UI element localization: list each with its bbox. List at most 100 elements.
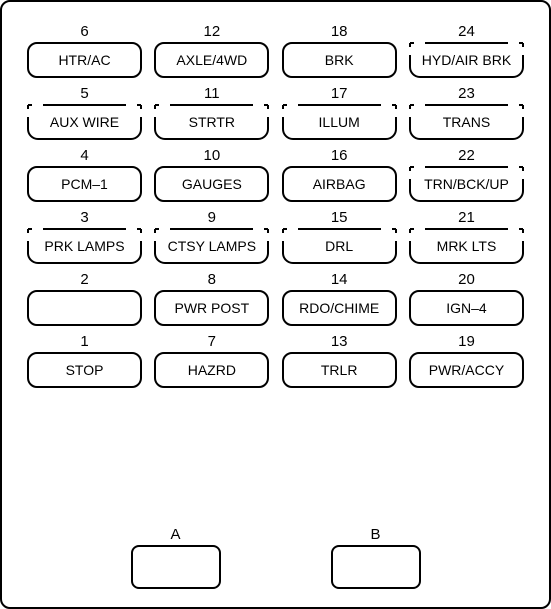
fuse-slot: STOP (27, 352, 142, 388)
fuse-number: 5 (80, 86, 88, 101)
fuse-slot: GAUGES (154, 166, 269, 202)
fuse-cell: 2 (27, 272, 142, 326)
fuse-slot: PWR/ACCY (409, 352, 524, 388)
fuse-row: 2 8 PWR POST 14 RDO/CHIME 20 IGN–4 (27, 272, 524, 326)
fuse-number: 12 (203, 24, 220, 39)
fuse-cell: 6 HTR/AC (27, 24, 142, 78)
fuse-label: TRN/BCK/UP (409, 166, 524, 202)
fuse-row: 3 PRK LAMPS9 CTSY LAMPS15 DRL21 MRK LTS (27, 210, 524, 264)
fuse-cell: 9 CTSY LAMPS (154, 210, 269, 264)
fuse-number: 11 (204, 86, 220, 101)
fuse-slot-open: DRL (282, 228, 397, 264)
fuse-label: BRK (325, 52, 354, 68)
fuse-cell: 3 PRK LAMPS (27, 210, 142, 264)
fuse-label: HAZRD (188, 362, 236, 378)
fuse-number: 9 (208, 210, 216, 225)
fuse-slot: HTR/AC (27, 42, 142, 78)
fuse-number: 17 (331, 86, 348, 101)
fuse-slot-open: TRN/BCK/UP (409, 166, 524, 202)
fuse-number: 14 (331, 272, 348, 287)
fuse-cell: 10 GAUGES (154, 148, 269, 202)
relay-slot (131, 545, 221, 589)
relay-number: B (370, 527, 380, 542)
relay-number: A (170, 527, 180, 542)
fuse-slot: IGN–4 (409, 290, 524, 326)
fuse-slot-open: AUX WIRE (27, 104, 142, 140)
fuse-row: 4PCM–110GAUGES16AIRBAG22 TRN/BCK/UP (27, 148, 524, 202)
fuse-cell: 1 STOP (27, 334, 142, 388)
fuse-label: IGN–4 (446, 300, 486, 316)
fuse-slot-open: TRANS (409, 104, 524, 140)
fuse-slot-open: ILLUM (282, 104, 397, 140)
fuse-cell: 16AIRBAG (282, 148, 397, 202)
fuse-cell: 5 AUX WIRE (27, 86, 142, 140)
fuse-number: 6 (80, 24, 88, 39)
fuse-cell: 17 ILLUM (282, 86, 397, 140)
fuse-cell: 7HAZRD (154, 334, 269, 388)
fuse-slot: BRK (282, 42, 397, 78)
fuse-cell: 4 PCM–1 (27, 148, 142, 202)
fuse-label: TRANS (409, 104, 524, 140)
fuse-slot: AIRBAG (282, 166, 397, 202)
fuse-label: MRK LTS (409, 228, 524, 264)
fuse-label: PWR POST (174, 300, 249, 316)
fuse-slot-open: STRTR (154, 104, 269, 140)
fuse-label: AXLE/4WD (176, 52, 247, 68)
fuse-row: 5 AUX WIRE11 STRTR17 ILLUM23 TRANS (27, 86, 524, 140)
fuse-label: STRTR (154, 104, 269, 140)
fuse-slot-open: MRK LTS (409, 228, 524, 264)
fuse-number: 24 (458, 24, 475, 39)
fuse-label: GAUGES (182, 176, 242, 192)
fuse-cell: 13 TRLR (282, 334, 397, 388)
fuse-label: AUX WIRE (27, 104, 142, 140)
fuse-label: STOP (66, 362, 104, 378)
fuse-label: HTR/AC (58, 52, 110, 68)
fuse-panel: 6HTR/AC12AXLE/4WD18BRK24 HYD/AIR BRK5 AU… (0, 0, 551, 609)
fuse-number: 8 (208, 272, 216, 287)
fuse-slot: RDO/CHIME (282, 290, 397, 326)
fuse-cell: 22 TRN/BCK/UP (409, 148, 524, 202)
fuse-number: 20 (458, 272, 475, 287)
fuse-cell: 24 HYD/AIR BRK (409, 24, 524, 78)
fuse-number: 22 (458, 148, 475, 163)
fuse-number: 4 (80, 148, 88, 163)
fuse-number: 23 (458, 86, 475, 101)
fuse-slot: HAZRD (154, 352, 269, 388)
fuse-label: CTSY LAMPS (154, 228, 269, 264)
fuse-number: 3 (80, 210, 88, 225)
fuse-row: 6HTR/AC12AXLE/4WD18BRK24 HYD/AIR BRK (27, 24, 524, 78)
fuse-slot-open: HYD/AIR BRK (409, 42, 524, 78)
fuse-slot: PWR POST (154, 290, 269, 326)
fuse-label: PRK LAMPS (27, 228, 142, 264)
relay-cell: A (131, 527, 221, 589)
fuse-label: TRLR (321, 362, 358, 378)
fuse-cell: 20 IGN–4 (409, 272, 524, 326)
fuse-cell: 12 AXLE/4WD (154, 24, 269, 78)
fuse-cell: 11 STRTR (154, 86, 269, 140)
fuse-cell: 15 DRL (282, 210, 397, 264)
fuse-number: 1 (80, 334, 88, 349)
fuse-slot (27, 290, 142, 326)
fuse-number: 13 (331, 334, 348, 349)
fuse-number: 19 (458, 334, 475, 349)
fuse-cell: 14 RDO/CHIME (282, 272, 397, 326)
fuse-label: HYD/AIR BRK (409, 42, 524, 78)
relay-slot (331, 545, 421, 589)
fuse-slot: PCM–1 (27, 166, 142, 202)
fuse-slot-open: PRK LAMPS (27, 228, 142, 264)
fuse-label: AIRBAG (313, 176, 366, 192)
fuse-cell: 18BRK (282, 24, 397, 78)
fuse-number: 10 (203, 148, 220, 163)
fuse-slot: TRLR (282, 352, 397, 388)
fuse-number: 2 (80, 272, 88, 287)
fuse-label: DRL (282, 228, 397, 264)
fuse-grid: 6HTR/AC12AXLE/4WD18BRK24 HYD/AIR BRK5 AU… (27, 24, 524, 396)
fuse-cell: 21 MRK LTS (409, 210, 524, 264)
fuse-number: 15 (331, 210, 348, 225)
fuse-slot-open: CTSY LAMPS (154, 228, 269, 264)
fuse-cell: 19 PWR/ACCY (409, 334, 524, 388)
fuse-slot: AXLE/4WD (154, 42, 269, 78)
fuse-cell: 23 TRANS (409, 86, 524, 140)
relay-cell: B (331, 527, 421, 589)
fuse-row: 1 STOP 7HAZRD 13 TRLR 19 PWR/ACCY (27, 334, 524, 388)
